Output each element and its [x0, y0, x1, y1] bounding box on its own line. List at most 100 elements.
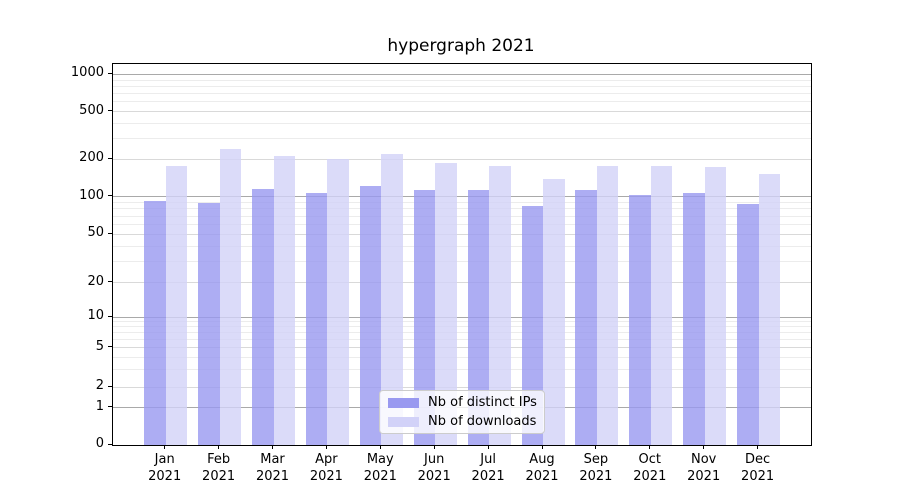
bar-jun-downloads	[435, 162, 457, 445]
x-tick-label: Sep 2021	[579, 452, 613, 484]
bar-mar-distinct-ips	[252, 189, 274, 445]
y-tick-mark	[108, 385, 112, 387]
y-tick-label: 10	[87, 308, 104, 323]
x-tick-label: Jun 2021	[417, 452, 451, 484]
bar-sep-distinct-ips	[575, 189, 597, 445]
legend-swatch-distinct-ips-icon	[388, 397, 419, 408]
legend-item-downloads: Nb of downloads	[388, 414, 544, 429]
bar-may-distinct-ips	[359, 185, 382, 445]
gridline	[113, 215, 811, 217]
gridline	[113, 369, 811, 371]
x-tick-label: Aug 2021	[525, 452, 559, 484]
gridline	[113, 282, 811, 284]
y-tick-mark	[108, 232, 112, 234]
plot-area	[112, 63, 812, 446]
bar-dec-downloads	[758, 173, 781, 445]
x-tick-label: Nov 2021	[687, 452, 721, 484]
x-tick-label: Oct 2021	[633, 452, 667, 484]
x-tick-label: Mar 2021	[255, 452, 290, 484]
y-tick-label: 50	[87, 225, 104, 241]
y-tick-label: 20	[87, 273, 104, 289]
x-tick-label: Dec 2021	[741, 452, 775, 484]
bar-apr-distinct-ips	[305, 192, 328, 445]
x-tick-mark	[757, 445, 759, 449]
gridline	[113, 260, 811, 262]
x-tick-mark	[703, 445, 705, 449]
gridline	[113, 73, 811, 75]
bar-aug-distinct-ips	[521, 205, 543, 445]
bar-oct-downloads	[650, 166, 673, 445]
y-tick-label: 200	[79, 150, 104, 166]
gridline	[113, 85, 811, 87]
gridline	[113, 245, 811, 247]
y-tick-mark	[108, 157, 112, 159]
bar-jan-downloads	[165, 166, 188, 445]
y-tick-mark	[108, 443, 112, 445]
bar-aug-downloads	[543, 179, 565, 445]
y-tick-mark	[108, 72, 112, 74]
legend-swatch-downloads-icon	[388, 416, 419, 427]
bar-nov-distinct-ips	[683, 193, 705, 445]
x-tick-label: Apr 2021	[309, 452, 343, 484]
gridline	[113, 347, 811, 349]
bar-jan-distinct-ips	[144, 201, 166, 445]
bar-mar-downloads	[273, 155, 295, 445]
gridline	[113, 158, 811, 160]
y-tick-mark	[108, 315, 112, 317]
bar-feb-downloads	[219, 148, 242, 445]
gridline	[113, 137, 811, 139]
bar-nov-downloads	[704, 167, 727, 445]
gridline	[113, 332, 811, 334]
x-tick-mark	[487, 445, 489, 449]
y-tick-mark	[108, 110, 112, 112]
x-tick-mark	[595, 445, 597, 449]
gridline	[113, 316, 811, 318]
x-tick-mark	[325, 445, 327, 449]
gridline	[113, 101, 811, 103]
gridline	[113, 93, 811, 94]
legend-label-distinct-ips: Nb of distinct IPs	[428, 395, 537, 410]
x-tick-mark	[541, 445, 543, 449]
gridline	[113, 386, 811, 388]
legend-item-distinct-ips: Nb of distinct IPs	[388, 395, 544, 410]
x-tick-mark	[433, 445, 435, 449]
x-tick-mark	[379, 445, 381, 449]
gridline	[113, 79, 811, 81]
y-tick-label: 0	[95, 436, 104, 451]
x-tick-label: Jul 2021	[471, 452, 505, 484]
legend: Nb of distinct IPs Nb of downloads	[379, 390, 545, 434]
y-tick-label: 1	[95, 398, 104, 414]
bar-sep-downloads	[596, 165, 619, 445]
x-tick-label: Jan 2021	[148, 452, 182, 484]
bar-jun-distinct-ips	[413, 190, 436, 445]
x-tick-label: May 2021	[363, 452, 397, 484]
x-tick-mark	[272, 445, 273, 449]
x-tick-mark	[649, 445, 651, 449]
gridline	[113, 111, 811, 113]
bar-oct-distinct-ips	[629, 195, 651, 445]
gridline	[113, 356, 811, 358]
bar-jul-downloads	[489, 165, 511, 445]
gridline	[113, 196, 811, 198]
bar-apr-downloads	[327, 159, 349, 445]
gridline	[113, 208, 811, 210]
gridline	[113, 339, 811, 341]
gridline	[113, 321, 811, 323]
chart-title: hypergraph 2021	[387, 36, 535, 56]
y-tick-mark	[108, 346, 112, 348]
y-tick-mark	[108, 281, 112, 283]
y-tick-label: 500	[79, 102, 104, 118]
bar-dec-distinct-ips	[737, 204, 759, 445]
gridline	[113, 201, 811, 203]
x-tick-mark	[164, 445, 166, 449]
y-tick-label: 5	[95, 338, 104, 354]
x-tick-mark	[218, 445, 220, 449]
y-tick-mark	[108, 195, 112, 197]
bar-may-downloads	[381, 154, 403, 445]
y-tick-label: 100	[79, 187, 104, 203]
x-tick-label: Feb 2021	[202, 452, 236, 484]
y-tick-label: 1000	[70, 65, 104, 81]
gridline	[113, 223, 811, 225]
y-tick-label: 2	[95, 378, 104, 393]
